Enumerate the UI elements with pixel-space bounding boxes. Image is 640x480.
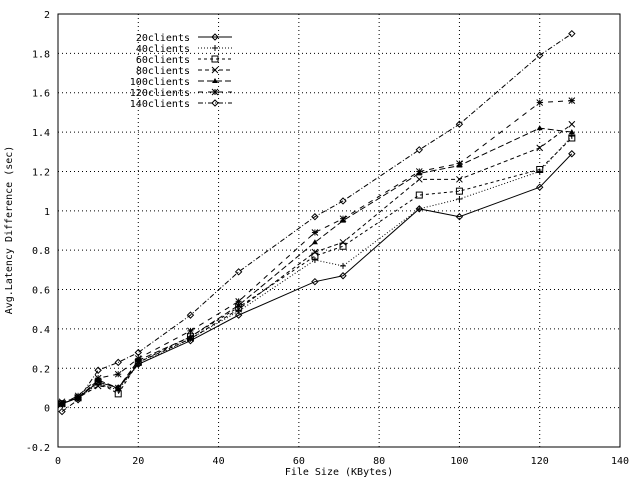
x-axis-label: File Size (KBytes) — [285, 467, 393, 478]
x-tick-label: 100 — [450, 456, 468, 467]
legend-label: 80clients — [136, 66, 190, 77]
y-tick-label: 1.4 — [32, 128, 50, 139]
x-axis-ticks: 0 20 40 60 80 100 120 140 — [55, 456, 629, 467]
legend-item: 60clients — [136, 55, 232, 66]
series-120clients — [58, 97, 576, 408]
grid-lines — [58, 14, 620, 447]
y-tick-label: 0.6 — [32, 286, 50, 297]
y-tick-label: 1.6 — [32, 89, 50, 100]
y-tick-label: 0 — [44, 404, 50, 415]
y-tick-label: 1 — [44, 207, 50, 218]
y-tick-label: 0.4 — [32, 325, 50, 336]
legend-item: 120clients — [130, 88, 232, 99]
series-20clients — [58, 150, 576, 408]
legend-item: 40clients — [136, 44, 232, 55]
x-tick-label: 0 — [55, 456, 61, 467]
legend-label: 120clients — [130, 88, 190, 99]
x-tick-label: 80 — [373, 456, 385, 467]
y-tick-label: 1.8 — [32, 49, 50, 60]
y-axis-label: Avg.Latency Difference (sec) — [4, 146, 15, 315]
y-axis-ticks: -0.2 0 0.2 0.4 0.6 0.8 1 1.2 1.4 1.6 1.8 2 — [26, 10, 50, 454]
y-tick-label: -0.2 — [26, 443, 50, 454]
legend-item: 80clients — [136, 66, 232, 77]
legend-label: 140clients — [130, 99, 190, 110]
series-140clients — [58, 29, 576, 416]
x-tick-label: 40 — [213, 456, 225, 467]
legend-label: 40clients — [136, 44, 190, 55]
y-tick-label: 0.2 — [32, 364, 50, 375]
legend: 20clients40clients60clients80clients100c… — [130, 33, 232, 110]
x-tick-label: 140 — [611, 456, 629, 467]
legend-label: 100clients — [130, 77, 190, 88]
series-100clients — [59, 125, 575, 406]
x-tick-label: 120 — [531, 456, 549, 467]
x-tick-label: 20 — [132, 456, 144, 467]
x-tick-label: 60 — [293, 456, 305, 467]
legend-label: 20clients — [136, 33, 190, 44]
legend-item: 140clients — [130, 99, 232, 110]
y-tick-label: 0.8 — [32, 246, 50, 257]
legend-item: 20clients — [136, 33, 232, 44]
data-series — [58, 29, 576, 416]
legend-item: 100clients — [130, 77, 232, 88]
plot-frame — [57, 13, 621, 448]
y-tick-label: 1.2 — [32, 167, 50, 178]
y-tick-label: 2 — [44, 10, 50, 21]
legend-label: 60clients — [136, 55, 190, 66]
